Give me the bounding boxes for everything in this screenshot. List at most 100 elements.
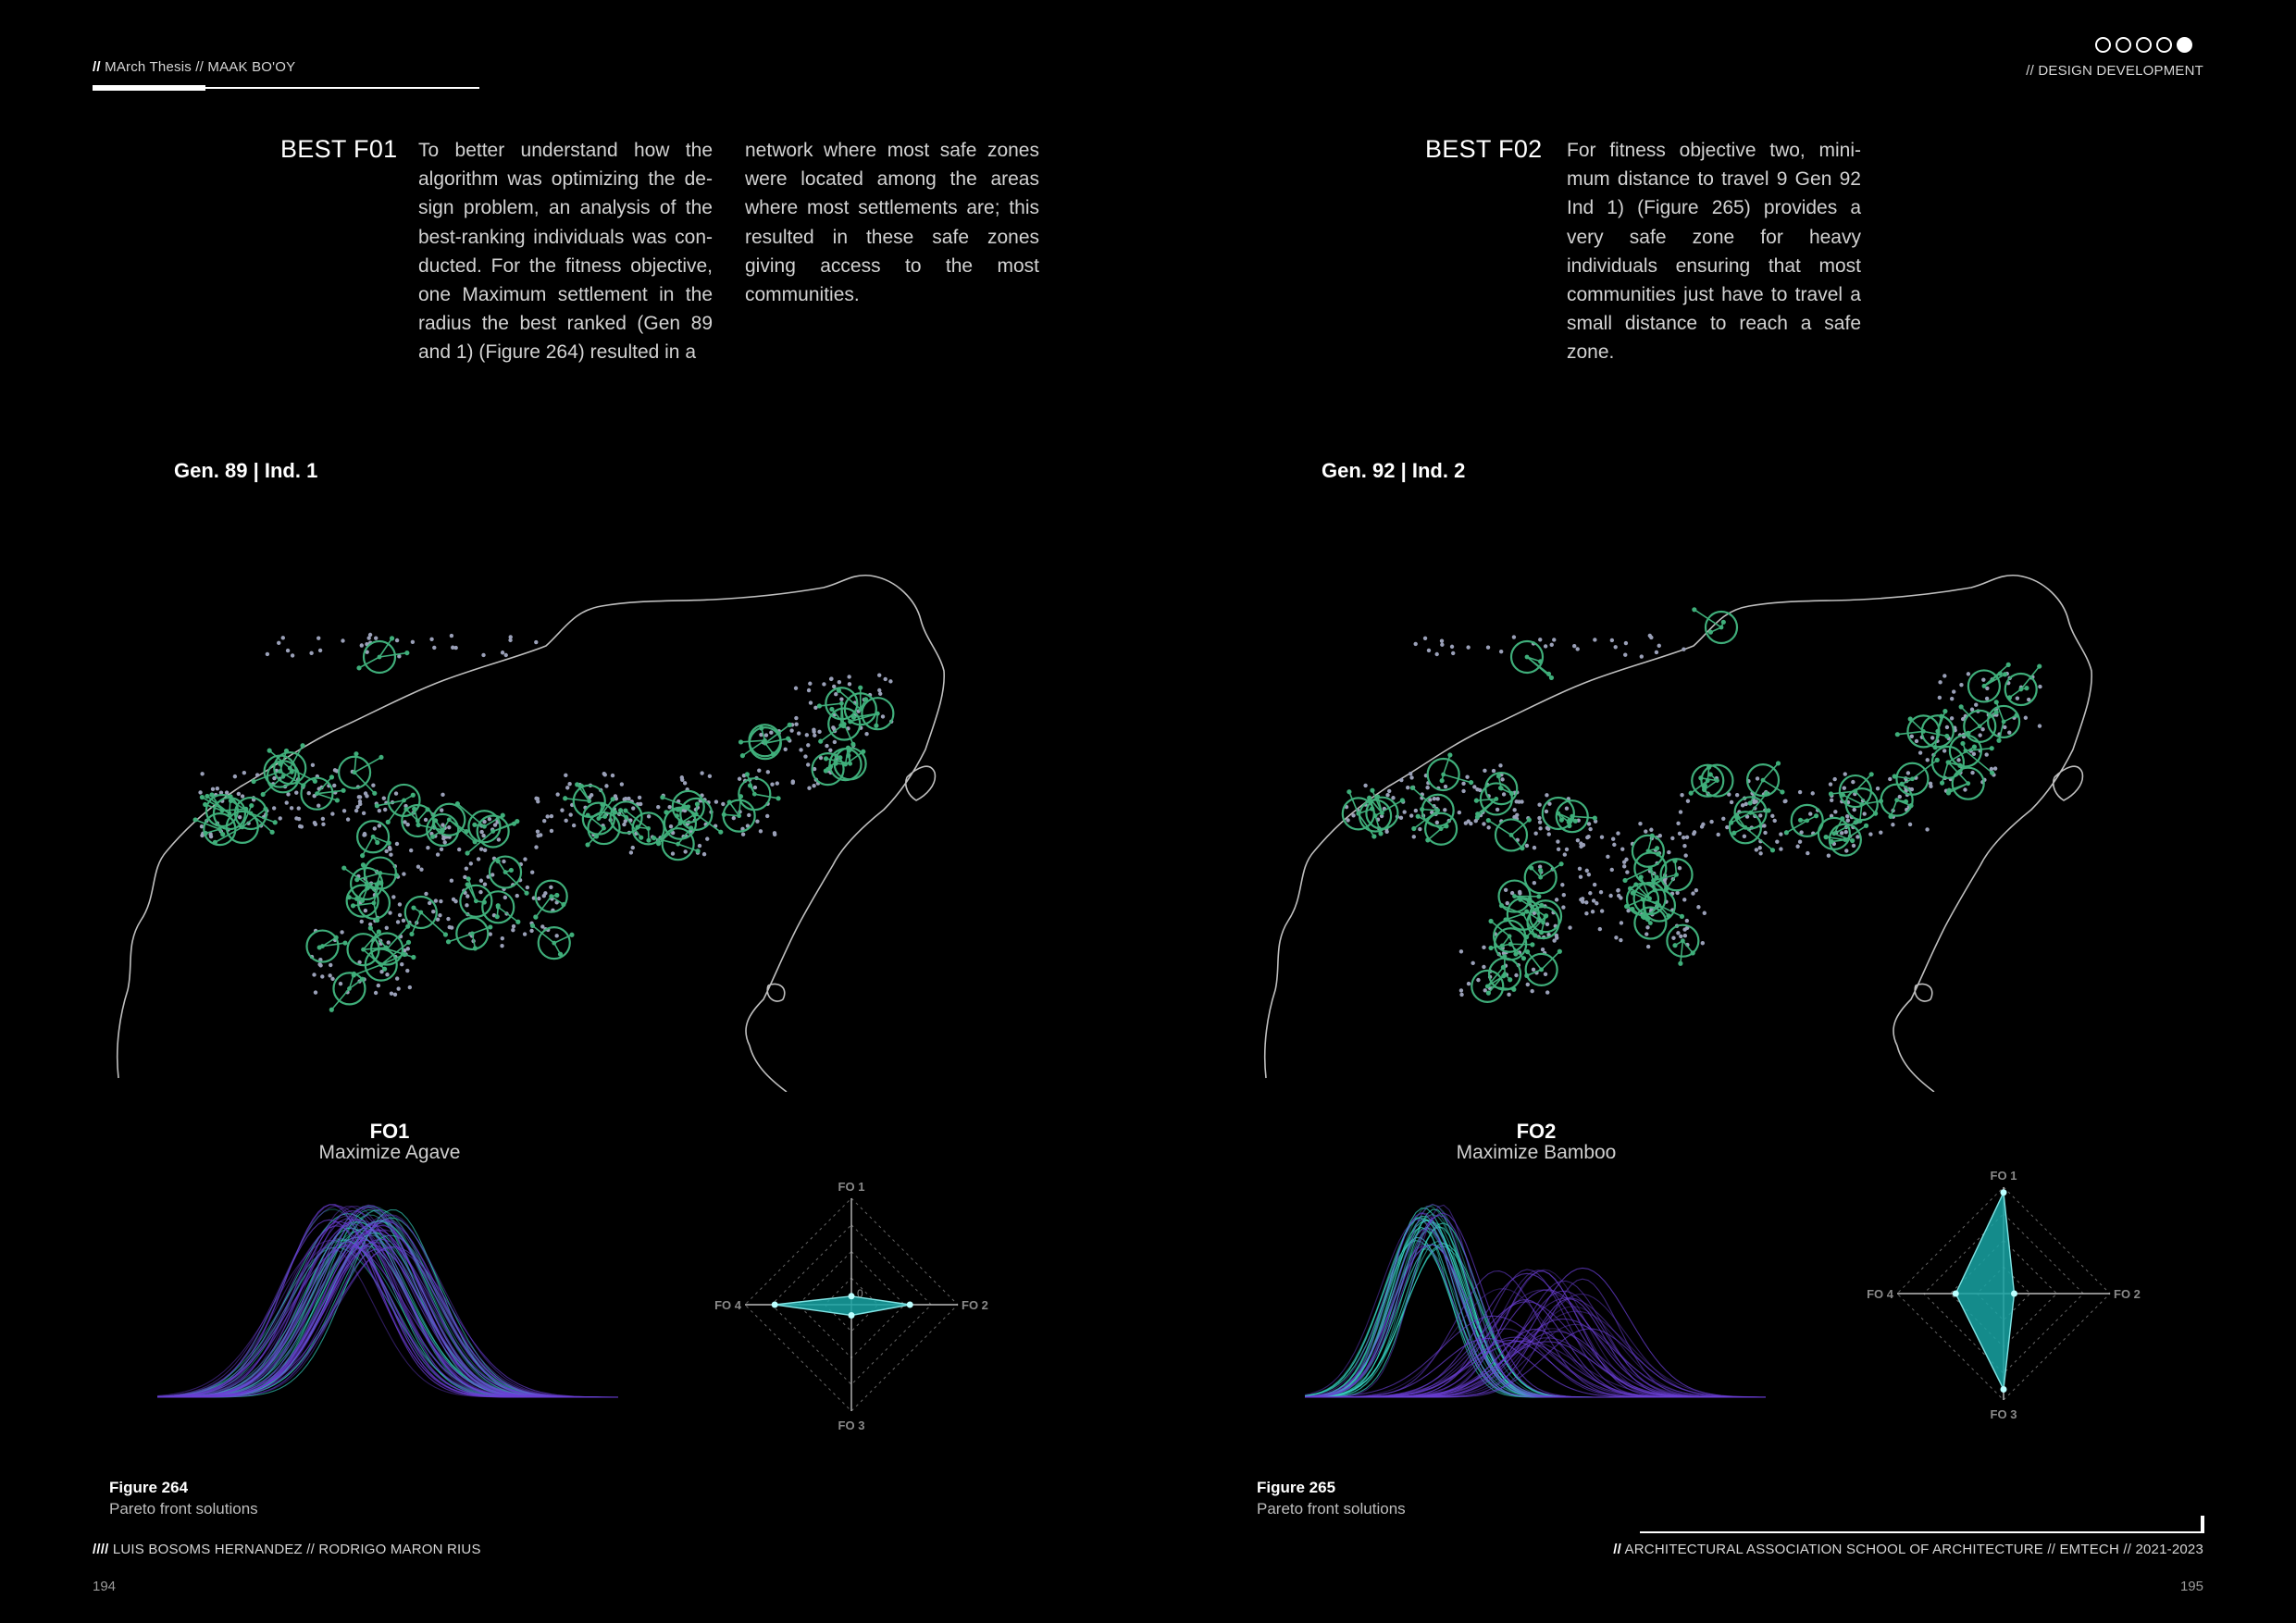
settlement-dot [1855, 835, 1860, 839]
settlement-dot [377, 824, 382, 828]
settlement-dot [1742, 834, 1747, 838]
linked-settlement [1960, 740, 1966, 747]
settlement-dot [1511, 635, 1517, 639]
settlement-dot [1662, 878, 1667, 883]
settlement-dot [1599, 909, 1605, 913]
settlement-dot [441, 792, 445, 798]
settlement-dot [424, 891, 428, 897]
settlement-dot [511, 923, 516, 929]
access-link [1744, 826, 1773, 851]
settlement-dot [502, 859, 506, 864]
settlement-dot [1434, 651, 1439, 657]
linked-settlement [1857, 818, 1863, 824]
settlement-dot [549, 828, 554, 834]
settlement-dot [1585, 835, 1590, 840]
settlement-dot [560, 808, 565, 812]
access-link [535, 896, 552, 918]
settlement-dot [1984, 752, 1989, 757]
linked-settlement [1567, 823, 1572, 829]
safe-zone-circle [1733, 796, 1768, 830]
settlement-dot [567, 782, 572, 787]
settlement-dot [1638, 822, 1643, 826]
settlement-dot [1543, 644, 1548, 649]
settlement-dot [410, 639, 416, 644]
linked-settlement [1666, 913, 1671, 919]
access-link [2020, 665, 2041, 690]
settlement-dot [316, 636, 321, 640]
settlement-dot [707, 774, 713, 779]
settlement-dot [490, 873, 495, 877]
access-link [746, 774, 756, 795]
right-figure-caption: Pareto front solutions [1257, 1500, 1406, 1518]
settlement-dot [1568, 925, 1572, 930]
linked-settlement [818, 738, 824, 744]
settlement-dot [285, 648, 291, 653]
access-link [363, 947, 387, 950]
settlement-dot [790, 780, 795, 786]
settlement-dot [1413, 808, 1419, 813]
settlement-dot [1363, 783, 1368, 788]
linked-settlement [744, 772, 750, 777]
radar-vertex [848, 1312, 855, 1319]
progress-dot [2095, 37, 2111, 53]
settlement-dot [1469, 821, 1473, 826]
settlement-dot [1875, 787, 1880, 791]
access-link [724, 813, 739, 817]
linked-settlement [585, 842, 590, 848]
settlement-dot [224, 790, 230, 795]
left-gen-label: Gen. 89 | Ind. 1 [174, 459, 318, 482]
linked-settlement [1888, 813, 1893, 819]
access-link [206, 795, 230, 814]
settlement-dot [198, 790, 203, 795]
settlement-dot [1645, 944, 1651, 949]
settlement-dot [388, 911, 392, 915]
linked-settlement [389, 636, 395, 641]
settlement-dot [1406, 786, 1410, 790]
settlement-dot [1391, 796, 1396, 800]
linked-settlement [341, 787, 346, 793]
left-fo-title: FO1 [369, 1120, 410, 1143]
settlement-dot [628, 850, 634, 855]
linked-settlement [1932, 745, 1938, 750]
settlement-dot [393, 791, 399, 796]
settlement-dot [1938, 680, 1942, 685]
linked-settlement [1939, 780, 1945, 786]
linked-settlement [228, 794, 233, 799]
linked-settlement [1672, 858, 1678, 863]
settlement-dot [299, 824, 304, 829]
settlement-dot [330, 812, 335, 816]
settlement-dot [646, 814, 652, 819]
linked-settlement [1558, 861, 1564, 867]
linked-settlement [1679, 913, 1685, 919]
linked-settlement [1829, 838, 1834, 845]
settlement-dot [1591, 898, 1596, 903]
settlement-dot [1399, 777, 1404, 783]
safe-zone-circle [1790, 803, 1824, 837]
settlement-dot [614, 797, 619, 801]
linked-settlement [845, 745, 851, 750]
settlement-dot [1537, 820, 1543, 824]
linked-settlement [1934, 757, 1940, 762]
linked-settlement [1654, 846, 1660, 851]
access-link [322, 942, 346, 948]
access-link [1626, 898, 1644, 908]
settlement-dot [1498, 649, 1504, 654]
linked-settlement [554, 892, 560, 898]
progress-dot [2136, 37, 2152, 53]
settlement-dot [758, 829, 763, 834]
settlement-dot [1677, 831, 1682, 836]
settlement-dot [1554, 933, 1559, 938]
settlement-dot [280, 636, 286, 640]
settlement-dot [312, 973, 316, 977]
settlement-dot [631, 806, 636, 811]
radar-axis-label: FO 2 [962, 1298, 988, 1312]
linked-settlement [249, 802, 254, 809]
settlement-dot [1520, 799, 1524, 804]
settlement-dot [2003, 725, 2007, 730]
linked-settlement [1654, 874, 1659, 880]
linked-settlement [411, 954, 416, 960]
settlement-dot [1682, 934, 1688, 938]
settlement-dot [1612, 842, 1617, 848]
settlement-dot [451, 897, 456, 902]
linked-settlement [1747, 800, 1753, 806]
